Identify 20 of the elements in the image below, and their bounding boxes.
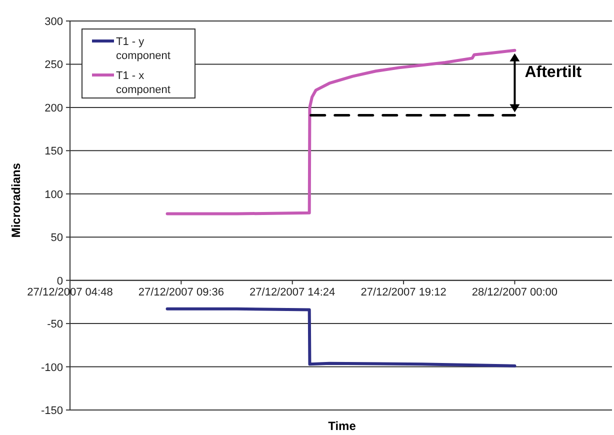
y-tick-label: 100 xyxy=(44,188,63,201)
y-tick-label: 0 xyxy=(56,275,63,288)
x-tick-label: 27/12/2007 19:12 xyxy=(360,286,446,298)
y-tick-label: -100 xyxy=(40,362,63,374)
legend-label: T1 - x component xyxy=(116,70,170,96)
legend-label: T1 - y component xyxy=(116,36,170,62)
y-tick-label: 150 xyxy=(44,146,63,158)
x-tick-label: 27/12/2007 09:36 xyxy=(138,286,224,298)
x-tick-label: 28/12/2007 00:00 xyxy=(472,286,558,298)
y-tick-label: -50 xyxy=(47,318,63,331)
y-tick-label: 50 xyxy=(50,232,63,244)
y-tick-label: 200 xyxy=(44,102,63,114)
y-tick-label: 250 xyxy=(44,59,63,72)
x-axis-title: Time xyxy=(328,419,356,433)
x-tick-label: 27/12/2007 14:24 xyxy=(250,286,336,298)
line-series xyxy=(166,307,516,368)
annotation: Aftertilt xyxy=(524,64,582,81)
y-axis-title: Microradians xyxy=(9,162,23,238)
y-tick-label: 300 xyxy=(44,16,63,28)
y-tick-label: -150 xyxy=(40,405,63,417)
